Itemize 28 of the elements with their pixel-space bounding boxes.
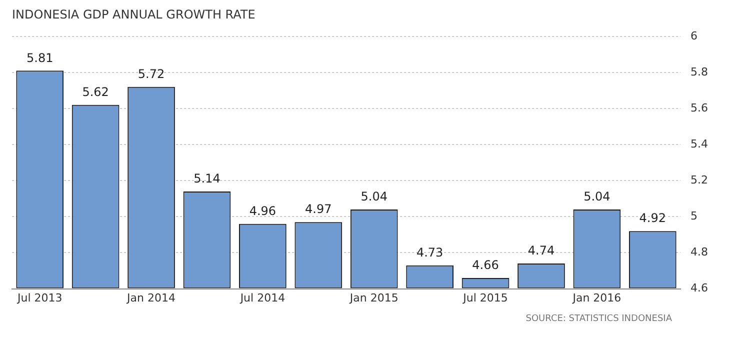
y-tick-label: 5.2 [690,173,708,186]
data-label: 4.96 [249,204,276,218]
y-tick-label: 4.8 [690,246,708,259]
x-tick-label: Jul 2015 [462,291,508,304]
chart-title: INDONESIA GDP ANNUAL GROWTH RATE [12,7,256,22]
y-tick-label: 6 [690,29,698,42]
y-tick-label: 5 [690,210,698,223]
source-note: SOURCE: STATISTICS INDONESIA [524,314,673,324]
data-label: 4.66 [472,258,499,272]
y-tick-label: 5.6 [690,101,708,114]
x-tick-label: Jan 2016 [572,291,622,304]
data-label: 4.74 [528,244,555,258]
data-label: 5.62 [82,85,109,100]
data-label: 4.97 [305,202,332,216]
data-label: 5.72 [138,67,165,82]
data-label: 4.92 [639,211,666,226]
data-label: 5.04 [584,190,610,204]
data-label: 5.14 [194,172,220,186]
y-tick-label: 4.6 [690,282,708,295]
x-tick-label: Jan 2014 [126,291,176,304]
data-label: 5.81 [26,50,54,65]
x-tick-label: Jul 2014 [239,291,286,304]
x-tick-label: Jan 2015 [348,291,398,304]
y-tick-label: 5.4 [690,137,708,150]
data-label: 4.73 [416,245,444,260]
data-label: 5.04 [360,190,388,204]
x-tick-label: Jul 2013 [16,291,62,304]
y-tick-label: 5.8 [690,65,708,78]
